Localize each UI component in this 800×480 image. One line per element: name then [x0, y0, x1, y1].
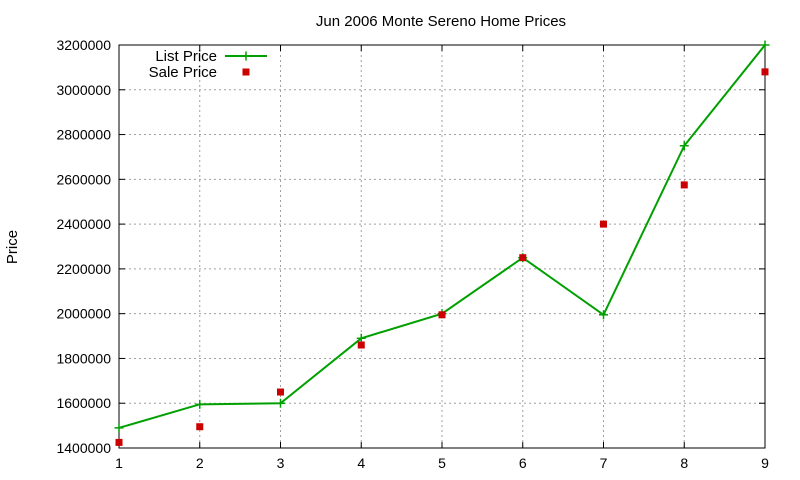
- legend-label: List Price: [155, 48, 217, 65]
- axis-ticks: 1400000 1600000 1800000 2000000 2200000 24000…: [56, 37, 769, 471]
- y-tick-label: 2600000: [56, 171, 111, 187]
- y-tick-label: 2000000: [56, 306, 111, 322]
- data-point: [276, 398, 285, 408]
- data-point: [680, 181, 688, 189]
- x-tick-label: 8: [680, 455, 688, 471]
- y-tick-label: 3200000: [56, 37, 111, 53]
- grid: [119, 45, 765, 448]
- x-tick-label: 4: [357, 455, 365, 471]
- chart-title: Jun 2006 Monte Sereno Home Prices: [316, 13, 566, 30]
- legend-marker: [242, 68, 250, 76]
- data-point: [277, 388, 284, 396]
- x-tick-label: 7: [600, 455, 608, 471]
- data-point: [599, 310, 608, 320]
- data-point: [519, 254, 527, 262]
- data-point: [760, 40, 770, 50]
- data-point: [679, 141, 689, 151]
- data-point: [356, 333, 366, 343]
- y-tick-label: 1400000: [56, 440, 111, 456]
- data-point: [438, 311, 446, 319]
- y-tick-label: 1800000: [56, 350, 111, 366]
- data-point: [195, 399, 205, 409]
- x-tick-label: 3: [277, 455, 285, 471]
- y-axis-label: Price: [4, 230, 21, 264]
- y-tick-label: 2800000: [56, 127, 111, 143]
- data-point: [600, 220, 607, 228]
- x-tick-label: 2: [196, 455, 204, 471]
- series-sale-price: [115, 68, 769, 446]
- data-point: [761, 68, 769, 76]
- x-tick-label: 5: [438, 455, 446, 471]
- legend-marker: [241, 51, 251, 61]
- x-tick-label: 1: [115, 455, 123, 471]
- data-point: [115, 438, 123, 446]
- y-tick-label: 2400000: [56, 216, 111, 232]
- x-tick-label: 6: [519, 455, 527, 471]
- legend-label: Sale Price: [149, 64, 217, 81]
- data-point: [114, 423, 124, 433]
- x-tick-label: 9: [761, 455, 769, 471]
- series: [114, 40, 770, 446]
- y-tick-label: 2200000: [56, 261, 111, 277]
- y-tick-label: 3000000: [56, 82, 111, 98]
- data-point: [357, 341, 365, 349]
- y-tick-label: 1600000: [56, 395, 111, 411]
- data-point: [196, 423, 204, 431]
